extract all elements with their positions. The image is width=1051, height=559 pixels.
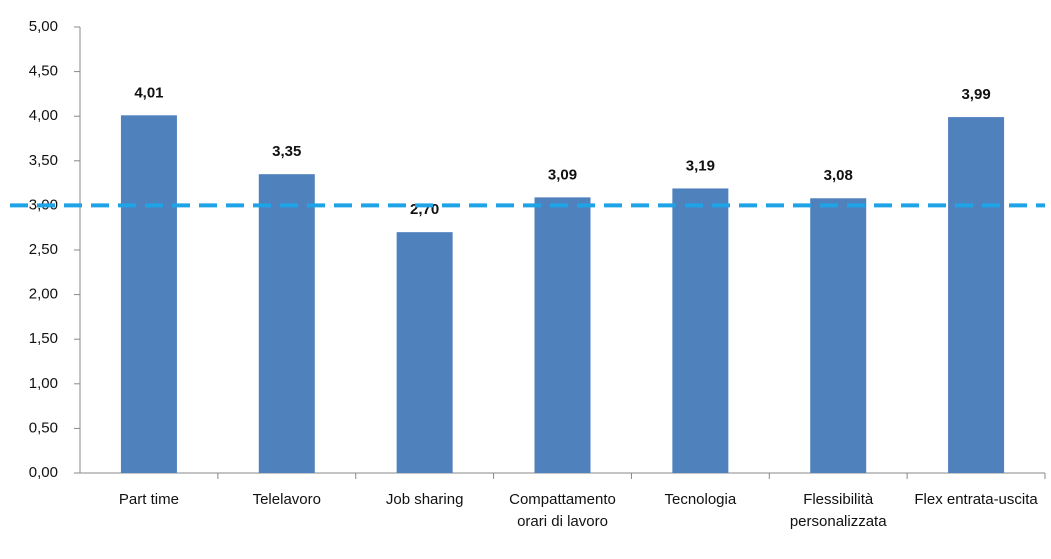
x-tick-label: Compattamento orari di lavoro: [509, 491, 616, 530]
bar: [948, 117, 1005, 473]
y-tick-label: 0,00: [29, 464, 58, 481]
y-tick-label: 1,00: [29, 375, 58, 392]
x-tick-label: Telelavoro: [252, 491, 321, 508]
x-tick-label: Tecnologia: [664, 491, 737, 508]
y-tick-label: 1,50: [29, 330, 58, 347]
bar: [120, 115, 177, 474]
y-tick-label: 0,50: [29, 419, 58, 436]
value-label: 3,08: [824, 167, 853, 184]
x-tick-label: Flessibilità personalizzata: [789, 491, 887, 530]
bar: [534, 197, 591, 473]
x-tick-label: Flex entrata-uscita: [914, 491, 1038, 508]
x-tick-label: Job sharing: [385, 491, 464, 508]
y-tick-label: 5,00: [29, 18, 58, 35]
y-tick-label: 2,00: [29, 286, 58, 303]
value-label: 3,09: [548, 166, 577, 183]
bar: [396, 232, 453, 473]
value-label: 3,35: [272, 143, 301, 160]
y-tick-label: 4,50: [29, 63, 58, 80]
bar: [810, 198, 867, 473]
y-tick-label: 4,00: [29, 107, 58, 124]
bar: [672, 188, 729, 473]
bar: [258, 174, 315, 473]
value-label: 4,01: [134, 84, 163, 101]
x-tick-label: Part time: [118, 491, 179, 508]
value-label: 3,99: [961, 86, 990, 103]
y-tick-label: 3,50: [29, 152, 58, 169]
y-tick-label: 2,50: [29, 241, 58, 258]
value-label: 3,19: [686, 157, 715, 174]
